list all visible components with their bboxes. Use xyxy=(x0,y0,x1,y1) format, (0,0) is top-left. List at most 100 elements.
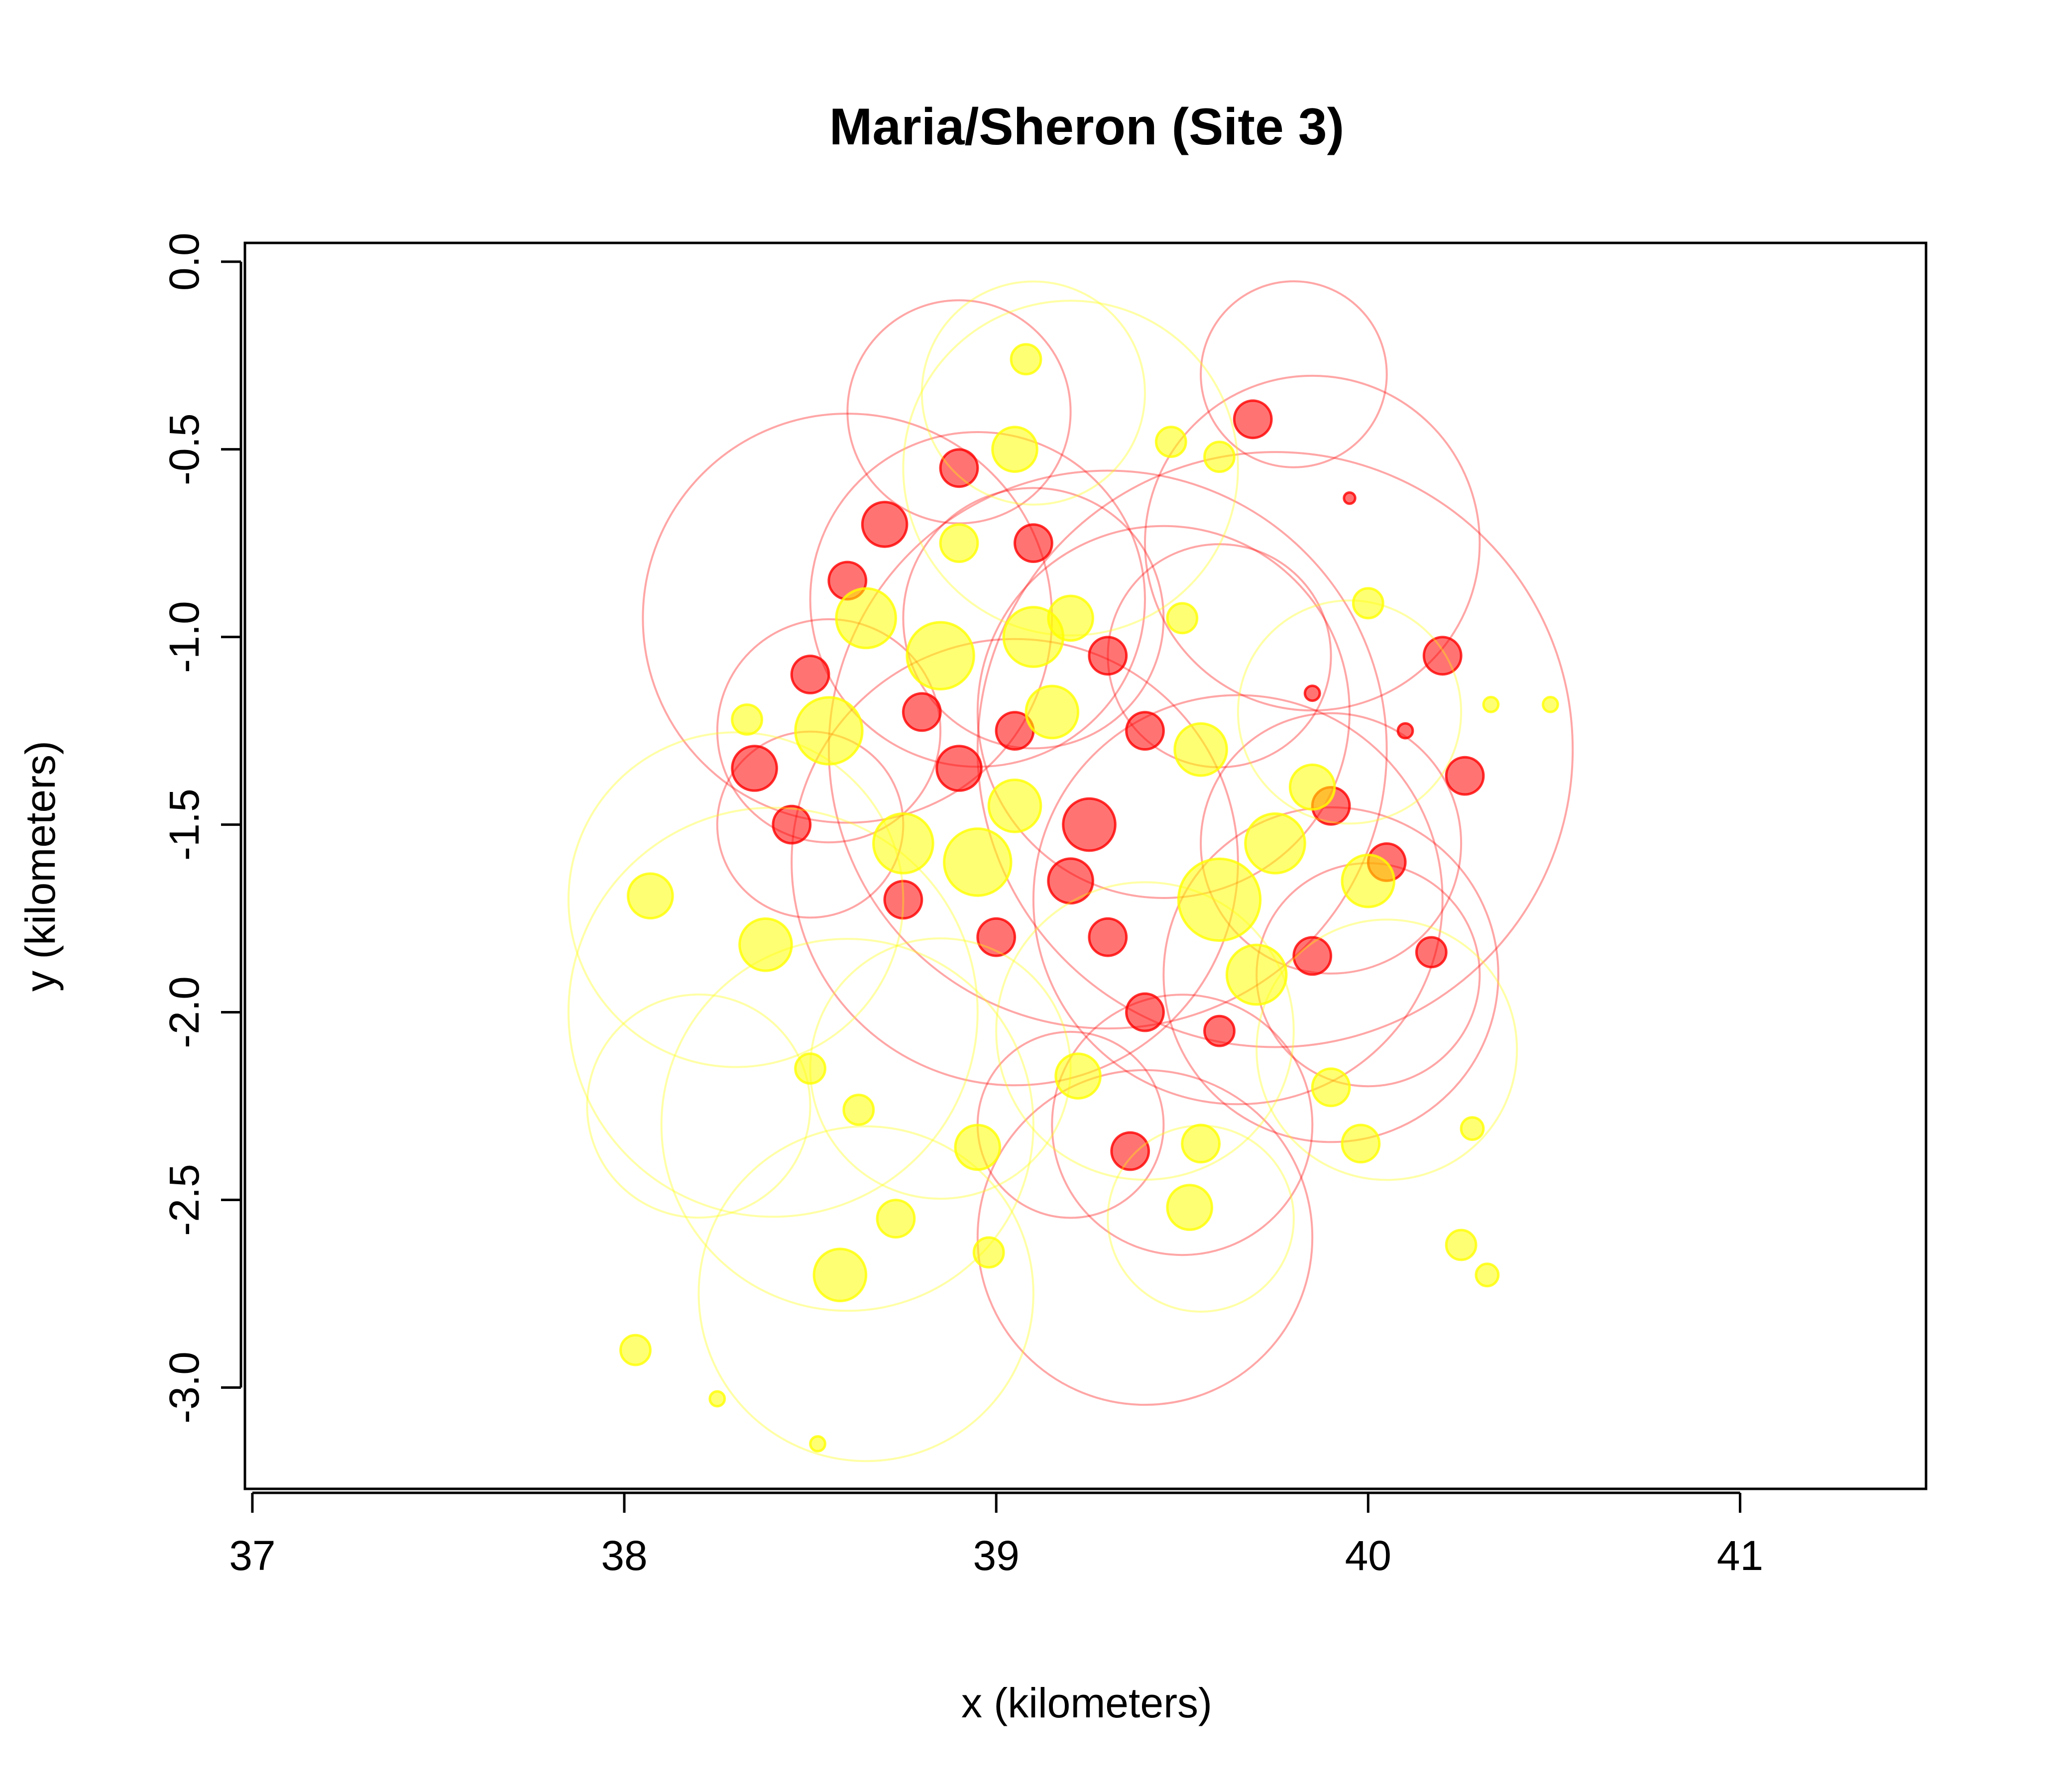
data-point-series-1-36 xyxy=(976,525,1351,899)
data-point-series-1-9 xyxy=(1062,797,1117,852)
data-point-series-2-9 xyxy=(1173,722,1228,777)
data-point-series-1-13 xyxy=(976,917,1017,957)
data-points xyxy=(568,280,1574,1462)
data-point-series-1-38 xyxy=(976,451,1574,1048)
data-point-series-2-55 xyxy=(1107,1124,1295,1313)
plot-area xyxy=(243,241,1928,1490)
data-point-series-2-47 xyxy=(660,938,1034,1312)
data-point-series-1-16 xyxy=(1013,523,1053,563)
data-point-series-1-15 xyxy=(939,448,979,488)
data-point-series-1-23 xyxy=(1233,399,1273,440)
data-point-series-2-13 xyxy=(1341,853,1396,908)
data-point-series-2-40 xyxy=(619,1334,652,1366)
data-point-series-1-22 xyxy=(1203,1014,1236,1047)
data-point-series-1-12 xyxy=(1125,992,1165,1032)
data-point-series-1-40 xyxy=(1162,806,1499,1143)
data-point-series-1-3 xyxy=(790,655,830,694)
data-point-series-2-7 xyxy=(987,779,1042,833)
data-point-series-1-31 xyxy=(716,618,942,844)
data-point-series-2-30 xyxy=(1181,1123,1221,1164)
data-point-series-2-46 xyxy=(568,806,979,1218)
data-point-series-2-53 xyxy=(1237,599,1463,825)
y-tick-label: 0.0 xyxy=(161,232,208,291)
data-point-series-2-22 xyxy=(794,1052,826,1085)
data-point-series-1-27 xyxy=(1110,1131,1150,1171)
y-tick-label: -0.5 xyxy=(161,413,208,485)
x-tick-label: 40 xyxy=(1345,1532,1391,1579)
y-axis-label: y (kilometers) xyxy=(17,741,64,992)
data-point-series-2-28 xyxy=(1054,1052,1102,1100)
data-point-series-2-33 xyxy=(1203,441,1236,473)
data-point-series-1-7 xyxy=(935,745,983,792)
data-point-series-2-12 xyxy=(1225,943,1288,1006)
data-point-series-2-48 xyxy=(697,1125,1034,1462)
data-point-series-1-25 xyxy=(1445,756,1485,796)
data-point-series-2-20 xyxy=(738,917,793,972)
data-point-series-2-44 xyxy=(1445,1229,1478,1261)
data-point-series-2-29 xyxy=(1166,1184,1213,1231)
plot-frame xyxy=(243,241,1928,1490)
data-point-series-1-17 xyxy=(1088,636,1128,676)
data-point-series-2-42 xyxy=(809,1435,826,1453)
data-point-series-2-11 xyxy=(1244,812,1306,875)
x-tick-label: 38 xyxy=(601,1532,647,1579)
data-point-series-2-8 xyxy=(1024,684,1080,740)
data-point-series-1-6 xyxy=(902,692,942,732)
data-point-series-2-19 xyxy=(627,872,674,920)
data-point-series-1-37 xyxy=(1032,694,1444,1106)
data-point-series-2-25 xyxy=(876,1199,916,1239)
y-tick-label: -3.0 xyxy=(161,1351,208,1424)
y-tick-label: -2.5 xyxy=(161,1164,208,1236)
data-point-series-2-24 xyxy=(812,1247,868,1303)
data-point-series-2-31 xyxy=(1341,1123,1381,1164)
data-point-series-1-14 xyxy=(883,880,923,920)
data-point-series-2-43 xyxy=(1475,1262,1500,1288)
y-tick-label: -1.0 xyxy=(161,601,208,673)
data-point-series-1-43 xyxy=(1200,712,1463,975)
data-point-series-2-14 xyxy=(1288,763,1336,811)
data-point-series-1-29 xyxy=(1396,722,1414,740)
data-point-series-2-39 xyxy=(1482,695,1500,713)
data-point-series-1-11 xyxy=(1088,917,1128,957)
data-point-series-1-30 xyxy=(1343,491,1357,505)
x-tick-label: 37 xyxy=(229,1532,275,1579)
data-point-series-2-54 xyxy=(809,937,1072,1200)
data-point-series-2-49 xyxy=(920,280,1146,506)
data-point-series-1-42 xyxy=(1051,994,1314,1256)
data-point-series-2-10 xyxy=(1177,857,1262,942)
data-point-series-1-41 xyxy=(976,1069,1314,1406)
data-point-series-2-17 xyxy=(1047,594,1094,642)
data-point-series-1-10 xyxy=(1047,857,1094,904)
data-point-series-2-36 xyxy=(1311,1067,1351,1108)
data-point-series-2-2 xyxy=(794,696,864,766)
data-point-series-2-6 xyxy=(872,812,934,875)
data-point-series-2-45 xyxy=(568,731,905,1068)
data-point-series-1-26 xyxy=(1415,936,1448,969)
data-point-series-2-5 xyxy=(943,827,1013,897)
x-tick-label: 41 xyxy=(1717,1532,1763,1579)
data-point-series-2-52 xyxy=(1255,918,1518,1181)
data-point-series-2-35 xyxy=(1010,343,1042,376)
data-point-series-1-4 xyxy=(731,745,778,792)
data-point-series-1-24 xyxy=(1422,636,1463,676)
y-tick-label: -1.5 xyxy=(161,788,208,861)
chart-title: Maria/Sheron (Site 3) xyxy=(829,98,1344,156)
data-point-series-1-33 xyxy=(809,431,1146,768)
data-point-series-1-2 xyxy=(861,501,909,548)
data-point-series-1-49 xyxy=(902,487,1165,750)
data-point-series-2-38 xyxy=(1542,695,1559,713)
data-point-series-1-39 xyxy=(1144,374,1481,712)
data-point-series-2-21 xyxy=(731,703,763,736)
y-tick-label: -2.0 xyxy=(161,976,208,1048)
x-axis-label: x (kilometers) xyxy=(961,1680,1212,1726)
data-point-series-2-26 xyxy=(972,1236,1005,1269)
data-point-series-1-18 xyxy=(1125,711,1165,751)
y-axis: 0.0 -0.5 -1.0 -1.5 -2.0 -2.5 -3.0 xyxy=(161,232,242,1424)
data-point-series-2-32 xyxy=(1352,587,1384,620)
data-point-series-2-56 xyxy=(586,993,811,1219)
data-point-series-2-18 xyxy=(1166,602,1199,635)
data-point-series-2-1 xyxy=(835,587,897,650)
data-point-series-2-50 xyxy=(902,300,1239,637)
data-point-series-2-34 xyxy=(1154,426,1187,458)
